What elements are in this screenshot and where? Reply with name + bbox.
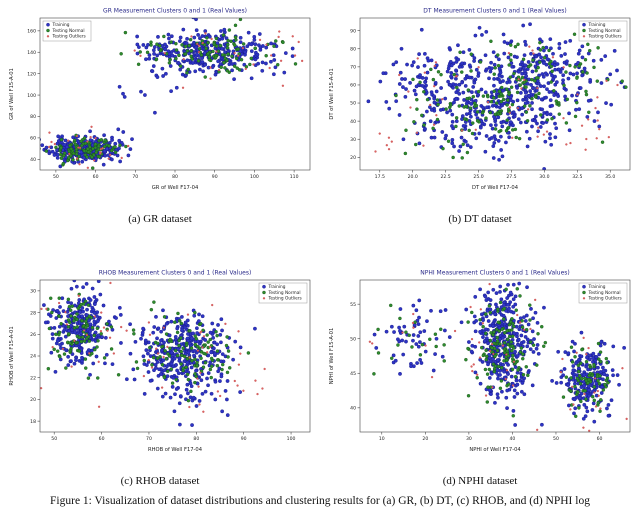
subcaption-d: (d) NPHI dataset (442, 475, 518, 487)
panel-nphi (320, 262, 640, 468)
chart-nphi-scatter (324, 266, 636, 462)
subcaption-b: (b) DT dataset (448, 213, 512, 225)
panel-gr (0, 0, 320, 206)
panel-rhob (0, 262, 320, 468)
chart-rhob-scatter (4, 266, 316, 462)
chart-gr-scatter (4, 4, 316, 200)
panel-dt (320, 0, 640, 206)
subcaption-c: (c) RHOB dataset (120, 475, 200, 487)
subcaption-a: (a) GR dataset (128, 213, 192, 225)
figure-caption: Figure 1: Visualization of dataset distr… (50, 495, 590, 507)
chart-dt-scatter (324, 4, 636, 200)
